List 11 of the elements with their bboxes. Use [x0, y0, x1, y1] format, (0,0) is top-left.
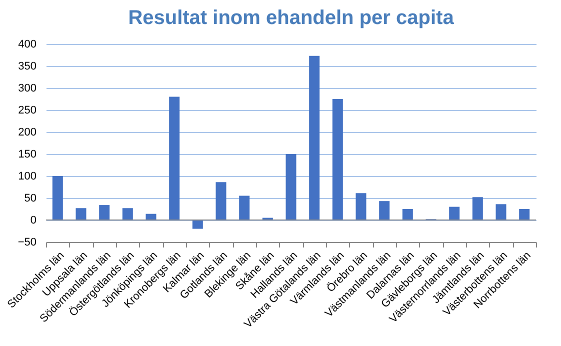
chart-title: Resultat inom ehandeln per capita: [128, 7, 455, 29]
y-tick-label: 200: [18, 126, 36, 138]
y-tick-label: 50: [24, 192, 36, 204]
y-tick-label: 350: [18, 60, 36, 72]
y-tick-label: 250: [18, 104, 36, 116]
y-tick-label: 400: [18, 38, 36, 50]
y-tick-label: 150: [18, 148, 36, 160]
y-tick-label: −50: [18, 236, 36, 248]
y-tick-label: 100: [18, 170, 36, 182]
y-tick-label: 300: [18, 82, 36, 94]
y-tick-label: 0: [30, 214, 36, 226]
